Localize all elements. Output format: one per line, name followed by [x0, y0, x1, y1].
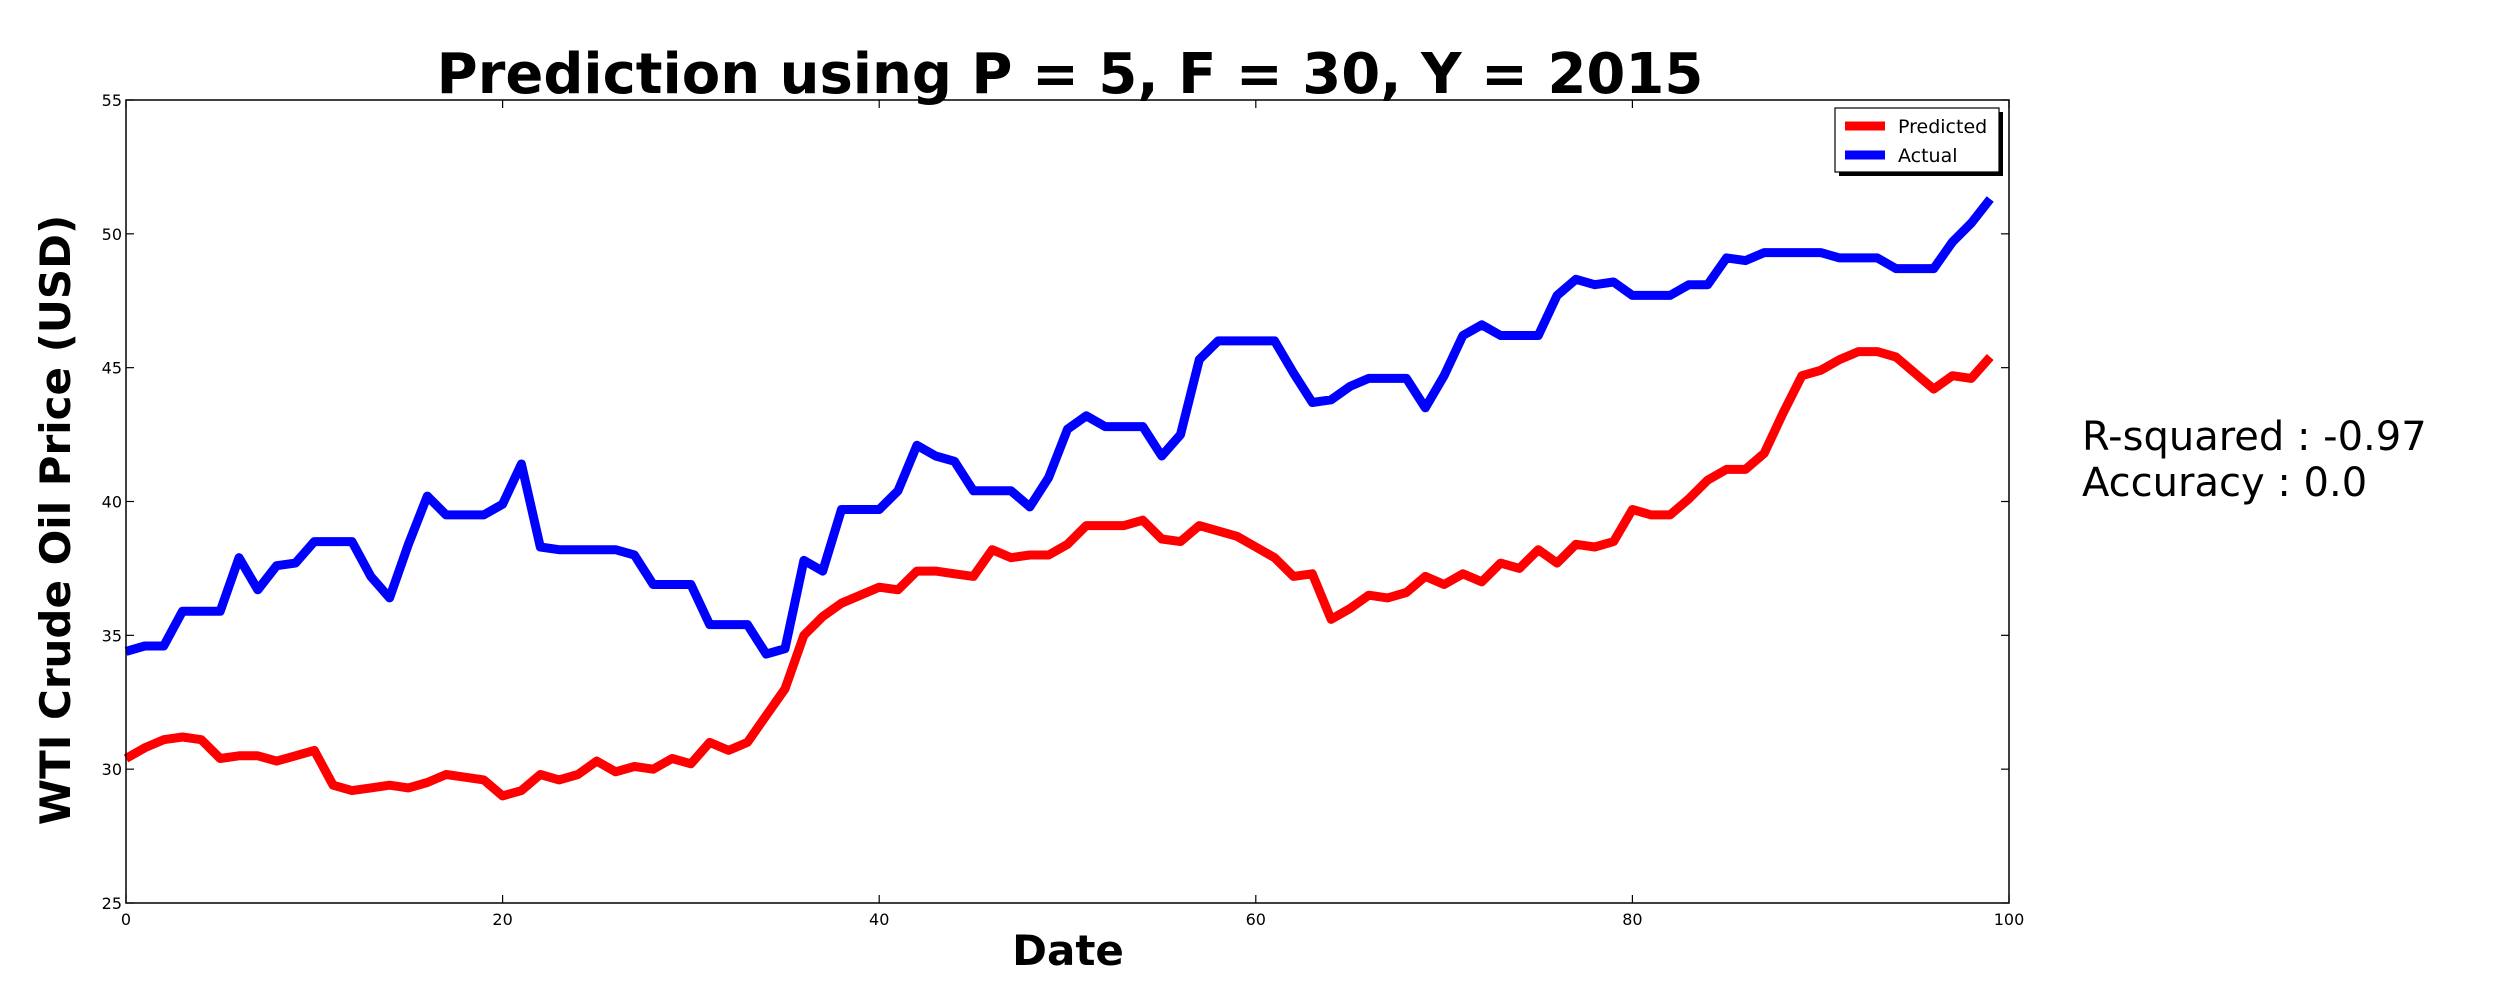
x-tick-label: 0 — [121, 910, 131, 929]
y-axis-label: WTI Crude Oil Price (USD) — [31, 215, 80, 825]
model-metrics: R-squared : -0.97 Accuracy : 0.0 — [2082, 414, 2427, 506]
chart-title: Prediction using P = 5, F = 30, Y = 2015 — [437, 42, 1704, 107]
y-tick-label: 55 — [102, 91, 122, 110]
plot-series — [123, 196, 1994, 801]
x-axis-label: Date — [1012, 926, 1124, 975]
y-tick-label: 40 — [102, 493, 122, 512]
accuracy-text: Accuracy : 0.0 — [2082, 460, 2368, 506]
x-tick-label: 20 — [492, 910, 512, 929]
x-tick-label: 60 — [1246, 910, 1266, 929]
series-line-actual — [124, 196, 1994, 659]
legend-label: Predicted — [1898, 116, 1987, 138]
y-tick-label: 35 — [102, 626, 122, 645]
axis-ticks: 0 20 40 60 80 100 25 30 35 40 45 50 55 — [102, 91, 2025, 929]
plot-frame — [125, 99, 2010, 904]
r-squared-text: R-squared : -0.97 — [2082, 414, 2427, 460]
legend: Predicted Actual — [1834, 107, 2003, 176]
x-tick-label: 100 — [1994, 910, 2025, 929]
legend-label: Actual — [1898, 145, 1958, 167]
legend-box — [1834, 107, 2000, 173]
x-tick-label: 80 — [1622, 910, 1642, 929]
y-tick-label: 30 — [102, 760, 122, 779]
x-tick-label: 40 — [869, 910, 889, 929]
series-line-predicted — [123, 347, 1994, 801]
y-tick-label: 50 — [102, 225, 122, 244]
y-tick-label: 45 — [102, 359, 122, 378]
y-tick-label: 25 — [102, 894, 122, 913]
